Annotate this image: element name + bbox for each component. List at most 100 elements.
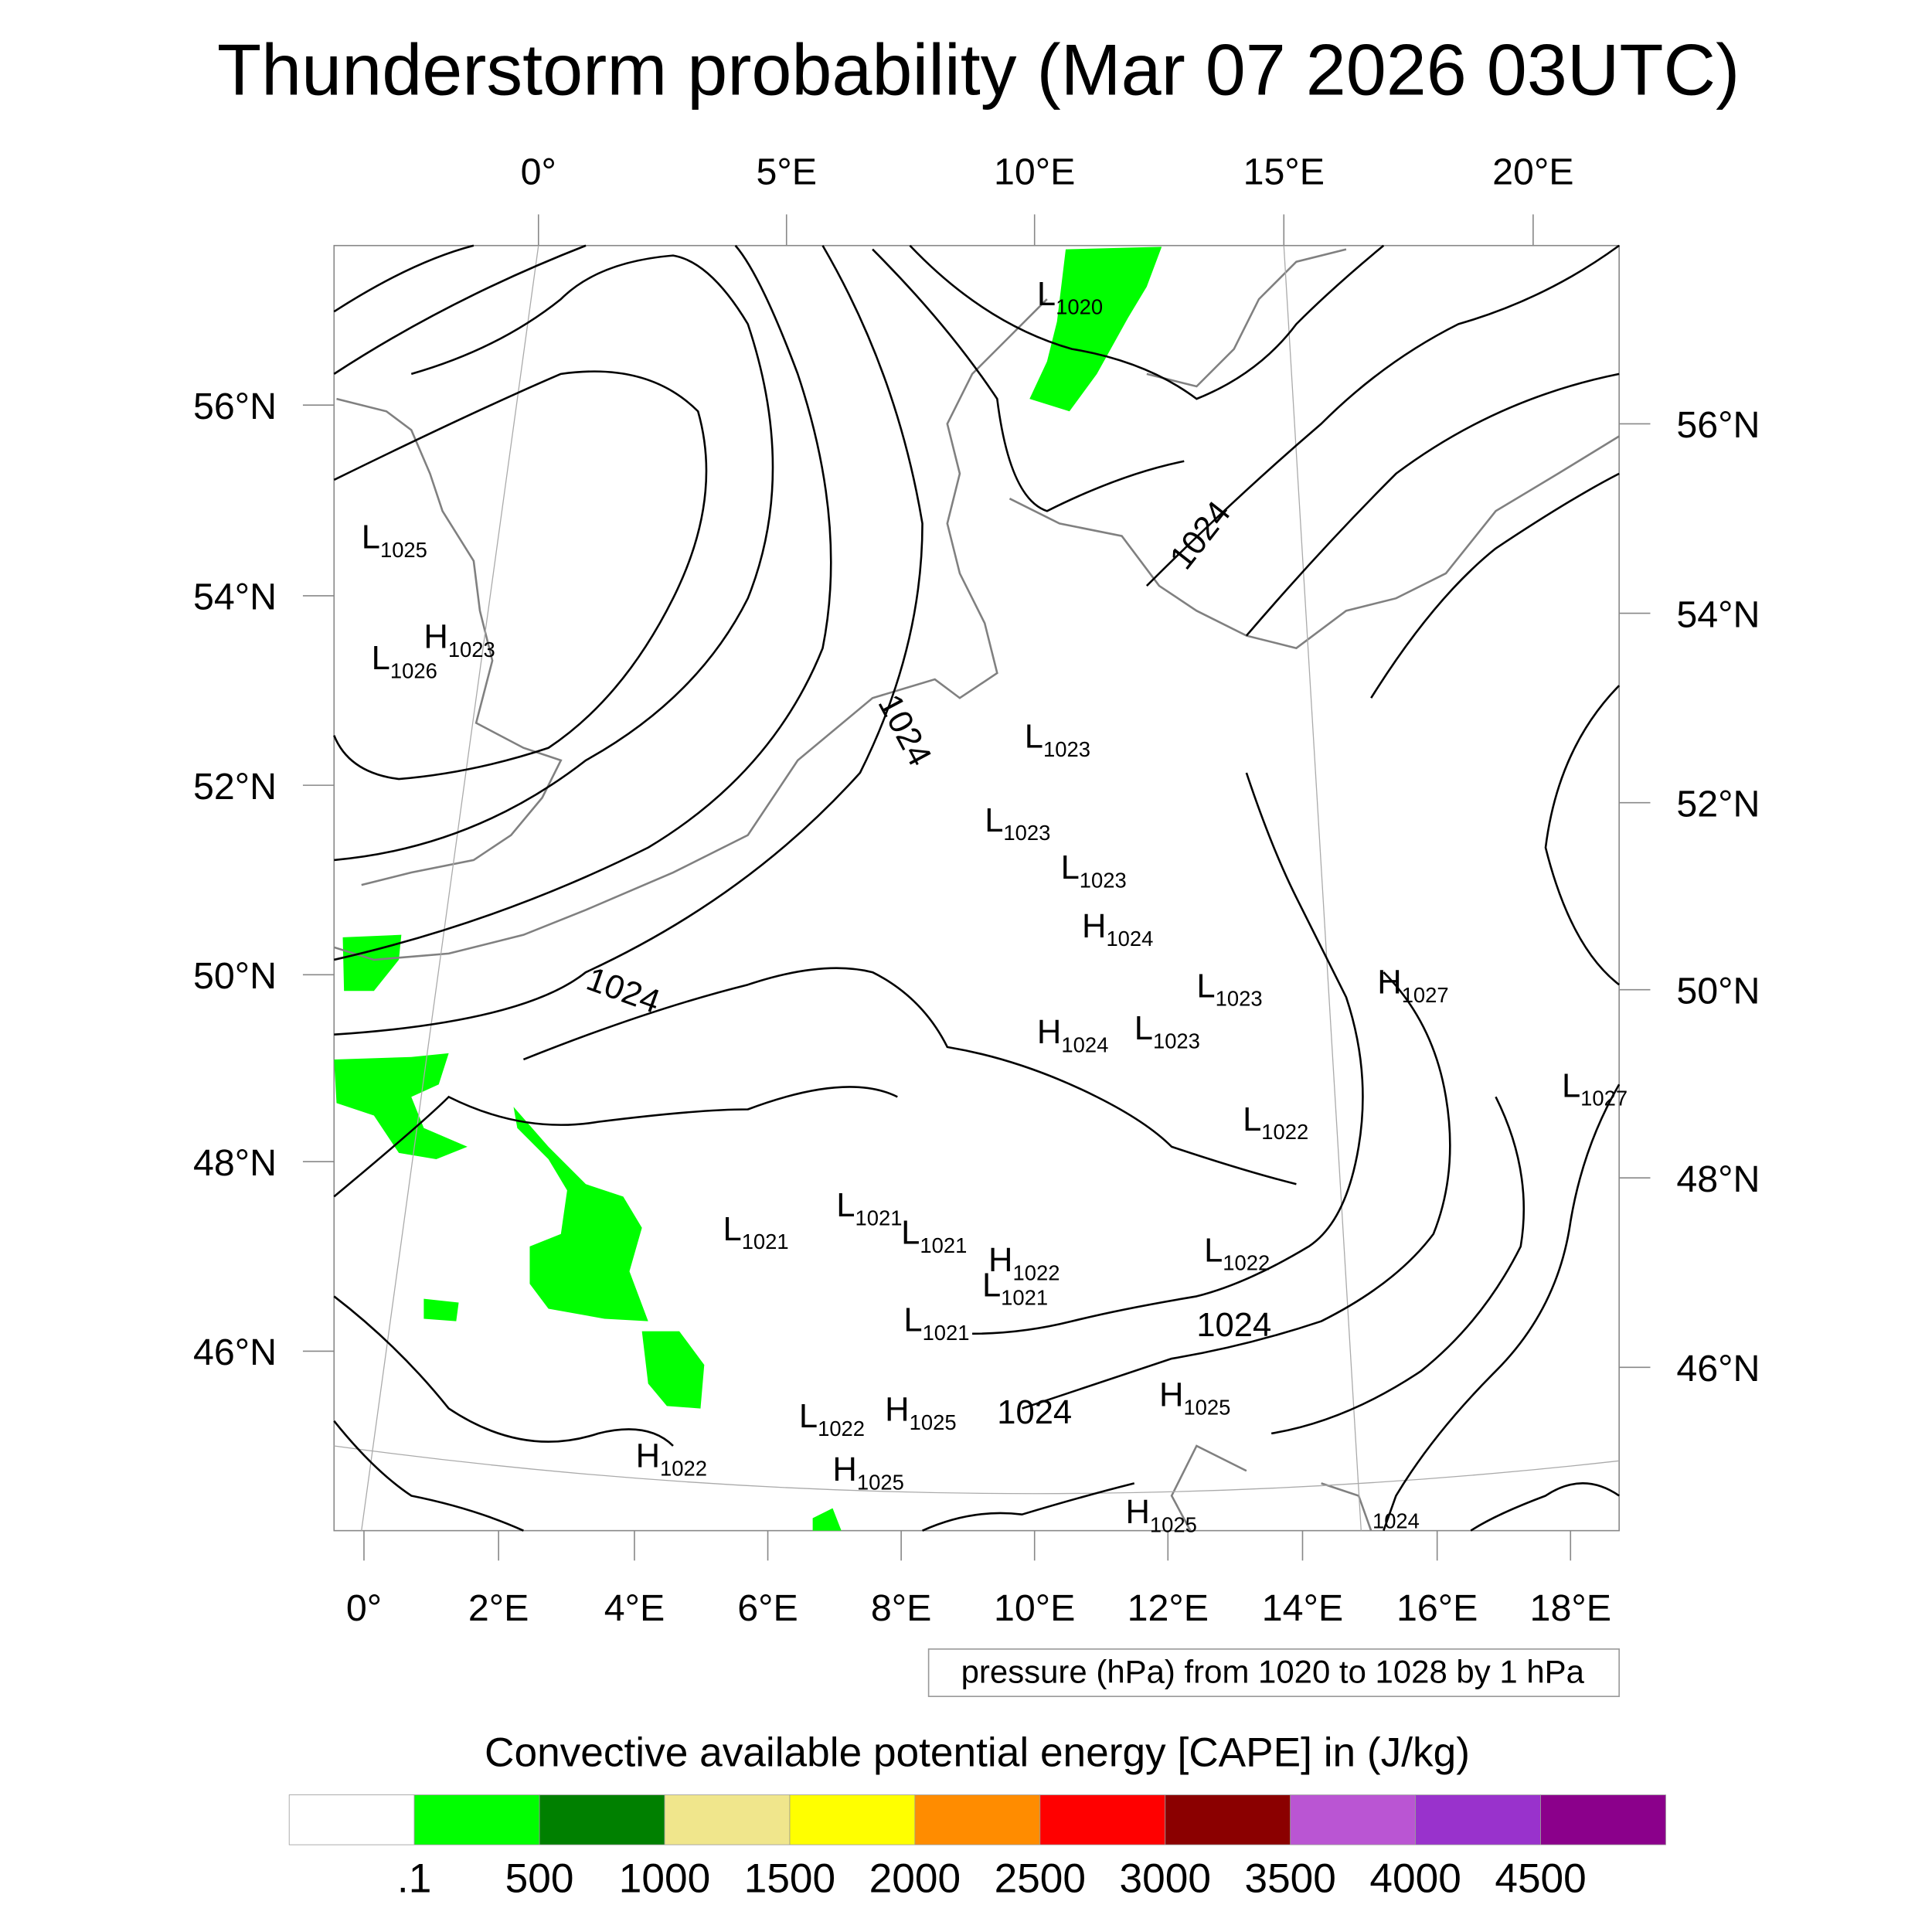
colorbar-label: .1 xyxy=(397,1855,431,1901)
pressure-center-high: H1025 xyxy=(885,1392,956,1434)
top-lon-label: 5°E xyxy=(756,151,817,193)
cape-colorbar xyxy=(288,1794,1666,1845)
right-lat-label: 54°N xyxy=(1676,594,1760,635)
pressure-center-high: H1022 xyxy=(636,1437,707,1480)
center-type: L xyxy=(799,1398,818,1435)
center-type: H xyxy=(423,619,447,656)
center-value: 1021 xyxy=(923,1321,970,1345)
center-value: 1027 xyxy=(1580,1087,1628,1111)
bottom-lon-label: 18°E xyxy=(1530,1587,1611,1629)
contour-label-1024: 1024 xyxy=(997,1394,1072,1431)
pressure-center-low: L1023 xyxy=(1134,1010,1200,1053)
center-type: L xyxy=(1134,1010,1153,1047)
pressure-center-low: L1025 xyxy=(362,519,427,562)
pressure-center-high: H1022 xyxy=(988,1242,1060,1284)
center-type: L xyxy=(723,1211,741,1248)
colorbar-swatch xyxy=(1165,1794,1291,1845)
pressure-center-high: H1024 xyxy=(1082,908,1153,951)
bottom-lon-label: 8°E xyxy=(871,1587,932,1629)
left-lat-label: 52°N xyxy=(193,766,277,808)
pressure-center-low: L1023 xyxy=(1196,968,1262,1010)
pressure-center-low: L1022 xyxy=(799,1398,865,1440)
right-lat-label: 46°N xyxy=(1676,1348,1760,1389)
contour-label-1024: 1024 xyxy=(1372,1509,1420,1532)
center-type: H xyxy=(1037,1014,1061,1051)
pressure-center-high: H1025 xyxy=(832,1451,903,1494)
center-type: L xyxy=(372,640,390,677)
center-type: H xyxy=(636,1437,660,1475)
cape-area-france-north xyxy=(334,1053,468,1159)
center-value: 1023 xyxy=(1216,987,1263,1011)
left-lat-label: 50°N xyxy=(193,955,277,997)
colorbar-swatch xyxy=(413,1794,540,1845)
pressure-center-high: H1025 xyxy=(1125,1494,1196,1536)
colorbar-label: 2500 xyxy=(995,1855,1086,1901)
pressure-center-high: H1024 xyxy=(1037,1014,1108,1056)
left-lat-label: 48°N xyxy=(193,1142,277,1184)
center-value: 1022 xyxy=(818,1417,865,1440)
cape-area-channel xyxy=(342,934,402,992)
center-value: 1023 xyxy=(1043,737,1090,761)
pressure-center-low: L1023 xyxy=(985,802,1050,845)
center-value: 1021 xyxy=(920,1233,967,1257)
pressure-center-low: L1026 xyxy=(372,640,437,682)
right-lat-label: 50°N xyxy=(1676,970,1760,1012)
center-type: L xyxy=(836,1187,855,1224)
center-type: H xyxy=(1125,1494,1149,1531)
center-type: L xyxy=(362,519,380,556)
colorbar-label: 1500 xyxy=(744,1855,835,1901)
pressure-center-low: L1022 xyxy=(1204,1232,1270,1274)
center-value: 1027 xyxy=(1402,983,1449,1007)
colorbar-swatch xyxy=(914,1794,1041,1845)
top-lon-label: 10°E xyxy=(994,151,1075,193)
bottom-lon-label: 0° xyxy=(346,1587,382,1629)
colorbar-label: 4500 xyxy=(1495,1855,1586,1901)
center-value: 1025 xyxy=(1150,1512,1197,1536)
pressure-center-high: H1025 xyxy=(1159,1376,1230,1419)
colorbar-label: 3000 xyxy=(1120,1855,1211,1901)
chart-title: Thunderstorm probability (Mar 07 2026 03… xyxy=(217,29,1740,111)
center-value: 1024 xyxy=(1061,1032,1108,1056)
right-lat-label: 48°N xyxy=(1676,1158,1760,1200)
pressure-center-low: L1027 xyxy=(1562,1067,1628,1110)
pressure-center-low: L1021 xyxy=(982,1267,1048,1309)
right-lat-label: 52°N xyxy=(1676,783,1760,825)
cape-area-south xyxy=(812,1508,842,1531)
pressure-center-low: L1020 xyxy=(1037,276,1103,318)
center-value: 1025 xyxy=(1183,1396,1230,1420)
center-value: 1021 xyxy=(742,1230,789,1253)
left-lat-label: 54°N xyxy=(193,577,277,618)
center-type: L xyxy=(1061,849,1080,886)
colorbar-label: 500 xyxy=(505,1855,574,1901)
colorbar-labels: .1 500 1000 1500 2000 2500 3000 3500 4000 4500 xyxy=(397,1855,1587,1901)
center-value: 1025 xyxy=(857,1470,904,1494)
center-type: L xyxy=(985,802,1003,839)
bottom-lon-label: 14°E xyxy=(1262,1587,1343,1629)
colorbar-swatch xyxy=(1415,1794,1541,1845)
center-type: H xyxy=(1377,964,1401,1001)
colorbar-swatch xyxy=(539,1794,665,1845)
contour-info-box xyxy=(927,1648,1620,1697)
pressure-center-high: H1023 xyxy=(423,619,495,662)
bottom-lon-label: 4°E xyxy=(604,1587,665,1629)
center-value: 1022 xyxy=(660,1457,707,1481)
colorbar-swatch xyxy=(664,1794,791,1845)
cape-area-alps xyxy=(641,1331,705,1409)
cape-shading xyxy=(334,247,1162,1531)
pressure-center-low: L1021 xyxy=(901,1215,967,1257)
center-value: 1023 xyxy=(1080,868,1127,892)
colorbar-label: 3500 xyxy=(1244,1855,1335,1901)
top-lon-label: 20°E xyxy=(1492,151,1573,193)
top-lon-label: 15°E xyxy=(1243,151,1325,193)
center-type: L xyxy=(1562,1067,1580,1104)
pressure-center-low: L1023 xyxy=(1061,849,1127,892)
coastlines xyxy=(333,248,1620,1532)
pressure-centers: L1020L1025H1023L1026L1023L1023L1023H1024… xyxy=(362,276,1628,1536)
center-type: L xyxy=(1243,1101,1261,1138)
top-lon-label: 0° xyxy=(521,151,556,193)
map-panel xyxy=(333,244,1621,1532)
bottom-lon-label: 2°E xyxy=(468,1587,529,1629)
center-value: 1023 xyxy=(1003,821,1050,845)
colorbar-label: 4000 xyxy=(1369,1855,1461,1901)
isobars xyxy=(333,244,1621,1532)
